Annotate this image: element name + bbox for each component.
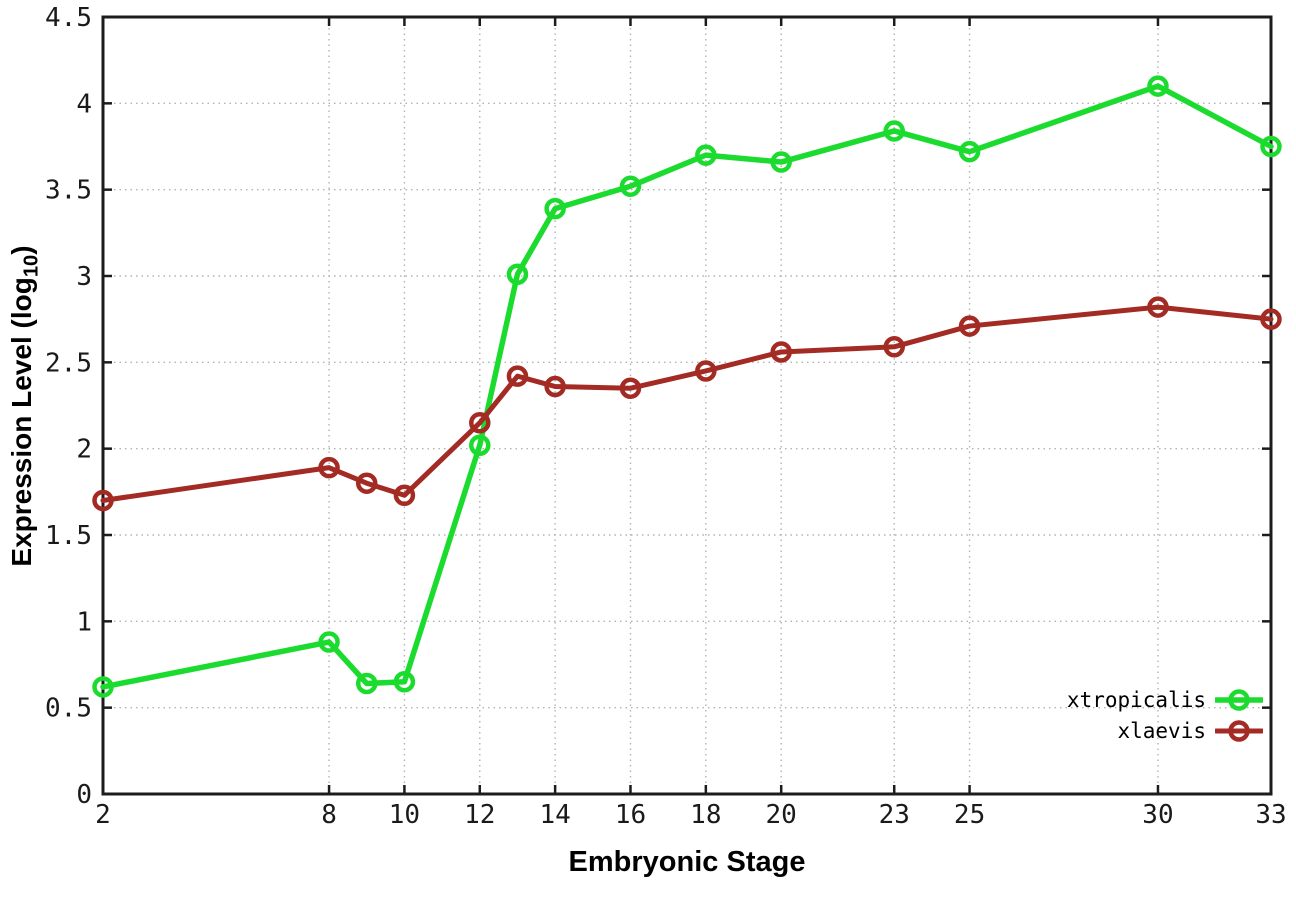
data-point-xlaevis xyxy=(355,472,378,494)
legend-item-xtropicalis: xtropicalis xyxy=(1067,685,1263,715)
legend-label-xlaevis: xlaevis xyxy=(1117,719,1206,743)
y-axis-title: Expression Level (log10) xyxy=(6,6,46,806)
data-point-xtropicalis xyxy=(1147,75,1169,97)
y-axis-title-suffix: ) xyxy=(6,245,37,255)
y-tick-label: 1.5 xyxy=(45,521,92,551)
data-point-xlaevis xyxy=(958,315,981,337)
data-point-xlaevis xyxy=(1260,308,1282,330)
data-point-xlaevis xyxy=(469,412,491,434)
x-tick-label: 16 xyxy=(615,800,646,830)
y-tick-label: 4.5 xyxy=(45,3,92,33)
legend-item-xlaevis: xlaevis xyxy=(1117,716,1263,746)
data-point-xtropicalis xyxy=(469,434,491,456)
data-point-xtropicalis xyxy=(393,671,416,693)
x-tick-label: 25 xyxy=(954,800,985,830)
data-point-xtropicalis xyxy=(883,120,905,142)
x-tick-label: 33 xyxy=(1255,800,1286,830)
y-tick-label: 0.5 xyxy=(45,694,92,724)
legend-marker-icon-xtropicalis xyxy=(1215,689,1263,711)
y-tick-label: 2 xyxy=(76,435,92,465)
x-tick-label: 18 xyxy=(690,800,721,830)
data-point-xtropicalis xyxy=(506,263,529,286)
y-axis-title-subscript: 10 xyxy=(20,254,43,278)
y-tick-label: 3 xyxy=(76,262,92,292)
y-tick-label: 3.5 xyxy=(45,176,92,206)
data-point-xtropicalis xyxy=(544,197,566,220)
data-point-xtropicalis xyxy=(355,672,378,695)
y-tick-label: 1 xyxy=(76,607,92,637)
data-point-xlaevis xyxy=(506,365,529,387)
y-axis-title-prefix: Expression Level (log xyxy=(6,277,37,567)
series-line-xlaevis xyxy=(100,304,1274,503)
x-tick-label: 12 xyxy=(464,800,495,830)
x-tick-label: 10 xyxy=(389,800,420,830)
legend-sample-marker xyxy=(1228,689,1250,711)
data-point-xtropicalis xyxy=(770,151,792,173)
data-point-xtropicalis xyxy=(958,140,981,163)
x-tick-label: 30 xyxy=(1142,800,1173,830)
x-tick-label: 20 xyxy=(766,800,797,830)
plot-border xyxy=(101,15,1273,796)
data-point-xtropicalis xyxy=(695,144,717,166)
x-tick-label: 8 xyxy=(321,800,337,830)
data-point-xlaevis xyxy=(883,336,905,358)
data-point-xlaevis xyxy=(695,360,717,382)
legend-label-xtropicalis: xtropicalis xyxy=(1066,688,1206,712)
y-tick-label: 0 xyxy=(76,780,92,810)
x-tick-label: 14 xyxy=(539,800,570,830)
data-point-xlaevis xyxy=(92,489,114,512)
data-point-xtropicalis xyxy=(318,631,340,653)
legend-sample-marker xyxy=(1228,720,1250,742)
y-tick-label: 2.5 xyxy=(45,348,92,378)
data-point-xlaevis xyxy=(318,456,340,479)
data-point-xlaevis xyxy=(544,375,566,398)
data-point-xlaevis xyxy=(770,341,792,363)
legend-marker-icon-xlaevis xyxy=(1215,720,1263,742)
y-tick-label: 4 xyxy=(76,89,92,119)
data-point-xlaevis xyxy=(1147,296,1169,318)
data-point-xlaevis xyxy=(619,377,642,399)
x-axis-title: Embryonic Stage xyxy=(568,846,806,878)
data-point-xtropicalis xyxy=(619,175,642,197)
legend: xtropicalis xlaevis xyxy=(1067,685,1263,746)
series-line-xtropicalis xyxy=(100,83,1274,690)
x-tick-label: 2 xyxy=(95,800,111,830)
x-tick-label: 23 xyxy=(879,800,910,830)
data-point-xtropicalis xyxy=(92,676,114,698)
data-point-xlaevis xyxy=(393,484,416,507)
data-point-xtropicalis xyxy=(1260,135,1282,158)
